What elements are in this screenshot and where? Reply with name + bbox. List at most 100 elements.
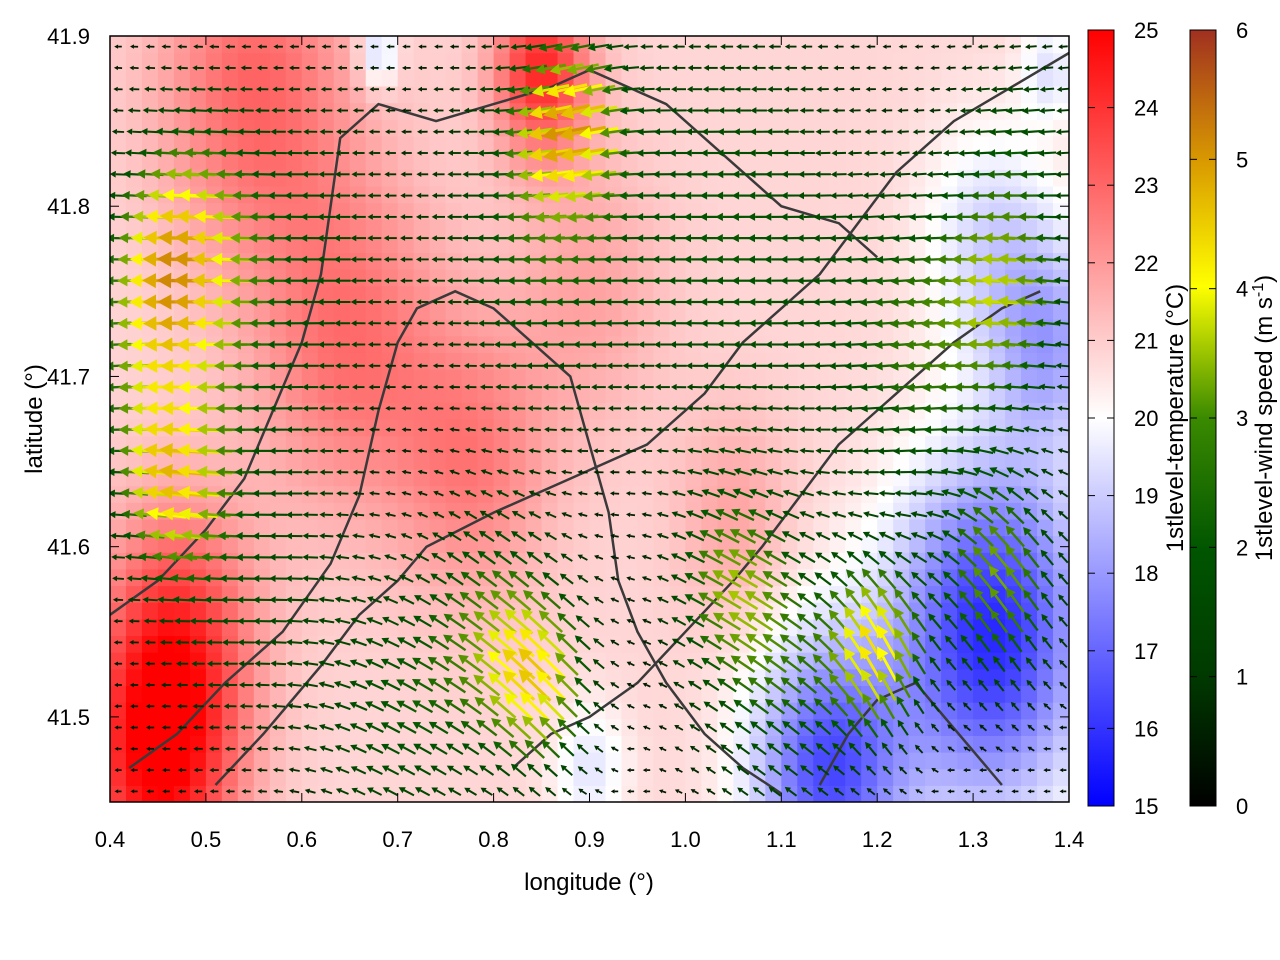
- heatmap-cell: [269, 119, 287, 137]
- heatmap-cell: [253, 219, 271, 237]
- heatmap-cell: [893, 452, 910, 470]
- heatmap-cell: [141, 618, 159, 637]
- heatmap-cell: [141, 452, 159, 470]
- heatmap-cell: [173, 735, 191, 753]
- heatmap-cell: [173, 52, 191, 70]
- heatmap-cell: [381, 135, 399, 154]
- heatmap-cell: [397, 552, 415, 570]
- heatmap-cell: [669, 185, 686, 204]
- heatmap-cell: [301, 119, 319, 137]
- heatmap-cell: [1053, 535, 1069, 553]
- heatmap-cell: [317, 668, 335, 687]
- heatmap-cell: [189, 36, 207, 54]
- heatmap-cell: [141, 52, 159, 70]
- heatmap-cell: [237, 668, 255, 687]
- heatmap-cell: [621, 518, 639, 537]
- heatmap-cell: [989, 752, 1006, 770]
- heatmap-cell: [461, 302, 479, 320]
- heatmap-cell: [605, 352, 623, 370]
- heatmap-cell: [253, 202, 271, 220]
- heatmap-cell: [477, 702, 495, 720]
- heatmap-cell: [205, 635, 223, 653]
- heatmap-cell: [397, 269, 415, 287]
- heatmap-cell: [381, 685, 399, 703]
- heatmap-cell: [493, 369, 511, 387]
- heatmap-cell: [397, 219, 415, 237]
- heatmap-cell: [317, 535, 335, 553]
- heatmap-cell: [333, 185, 351, 204]
- heatmap-cell: [493, 735, 511, 753]
- heatmap-cell: [285, 752, 303, 770]
- heatmap-cell: [557, 452, 575, 470]
- heatmap-cell: [989, 135, 1006, 154]
- heatmap-cell: [701, 352, 718, 370]
- heatmap-cell: [781, 269, 798, 287]
- heatmap-cell: [125, 668, 143, 687]
- heatmap-cell: [765, 152, 782, 170]
- heatmap-cell: [685, 752, 702, 770]
- heatmap-cell: [541, 535, 559, 553]
- heatmap-cell: [205, 219, 223, 237]
- heatmap-cell: [813, 152, 830, 170]
- heatmap-cell: [573, 785, 591, 802]
- heatmap-cell: [189, 135, 207, 154]
- heatmap-cell: [717, 169, 734, 187]
- heatmap-cell: [413, 402, 431, 420]
- heatmap-cell: [1037, 152, 1054, 170]
- heatmap-cell: [941, 369, 958, 387]
- heatmap-cell: [781, 419, 798, 437]
- heatmap-cell: [637, 302, 655, 320]
- heatmap-cell: [365, 119, 383, 137]
- heatmap-cell: [125, 52, 143, 70]
- heatmap-cell: [477, 369, 495, 387]
- heatmap-cell: [813, 518, 830, 537]
- heatmap-cell: [110, 369, 127, 387]
- heatmap-cell: [733, 385, 750, 403]
- heatmap-cell: [365, 269, 383, 287]
- heatmap-cell: [493, 302, 511, 320]
- heatmap-cell: [541, 702, 559, 720]
- heatmap-cell: [509, 768, 527, 786]
- heatmap-cell: [813, 302, 830, 320]
- heatmap-cell: [509, 585, 527, 603]
- heatmap-cell: [221, 452, 239, 470]
- heatmap-cell: [589, 302, 607, 320]
- heatmap-cell: [733, 135, 750, 154]
- heatmap-cell: [285, 185, 303, 204]
- heatmap-cell: [637, 319, 655, 337]
- heatmap-cell: [397, 169, 415, 187]
- heatmap-cell: [445, 252, 463, 270]
- heatmap-cell: [349, 552, 367, 570]
- heatmap-cell: [493, 385, 511, 403]
- heatmap-cell: [909, 768, 926, 786]
- heatmap-cell: [701, 36, 718, 54]
- heatmap-cell: [221, 752, 239, 770]
- heatmap-cell: [701, 52, 718, 70]
- heatmap-cell: [157, 52, 175, 70]
- heatmap-cell: [110, 302, 127, 320]
- heatmap-cell: [1021, 685, 1038, 703]
- heatmap-cell: [141, 535, 159, 553]
- heatmap-cell: [365, 752, 383, 770]
- heatmap-cell: [557, 752, 575, 770]
- heatmap-cell: [493, 269, 511, 287]
- heatmap-cell: [253, 685, 271, 703]
- heatmap-cell: [685, 735, 702, 753]
- heatmap-cell: [861, 152, 878, 170]
- heatmap-cell: [733, 119, 750, 137]
- heatmap-cell: [381, 85, 399, 104]
- heatmap-cell: [797, 319, 814, 337]
- heatmap-cell: [637, 419, 655, 437]
- heatmap-cell: [429, 85, 447, 104]
- heatmap-cell: [301, 502, 319, 520]
- heatmap-cell: [1005, 685, 1022, 703]
- heatmap-cell: [1053, 585, 1069, 603]
- heatmap-cell: [110, 668, 127, 687]
- heatmap-cell: [413, 685, 431, 703]
- heatmap-cell: [605, 402, 623, 420]
- heatmap-cell: [445, 685, 463, 703]
- heatmap-cell: [525, 535, 543, 553]
- heatmap-cell: [685, 535, 702, 553]
- heatmap-cell: [173, 702, 191, 720]
- heatmap-cell: [669, 169, 686, 187]
